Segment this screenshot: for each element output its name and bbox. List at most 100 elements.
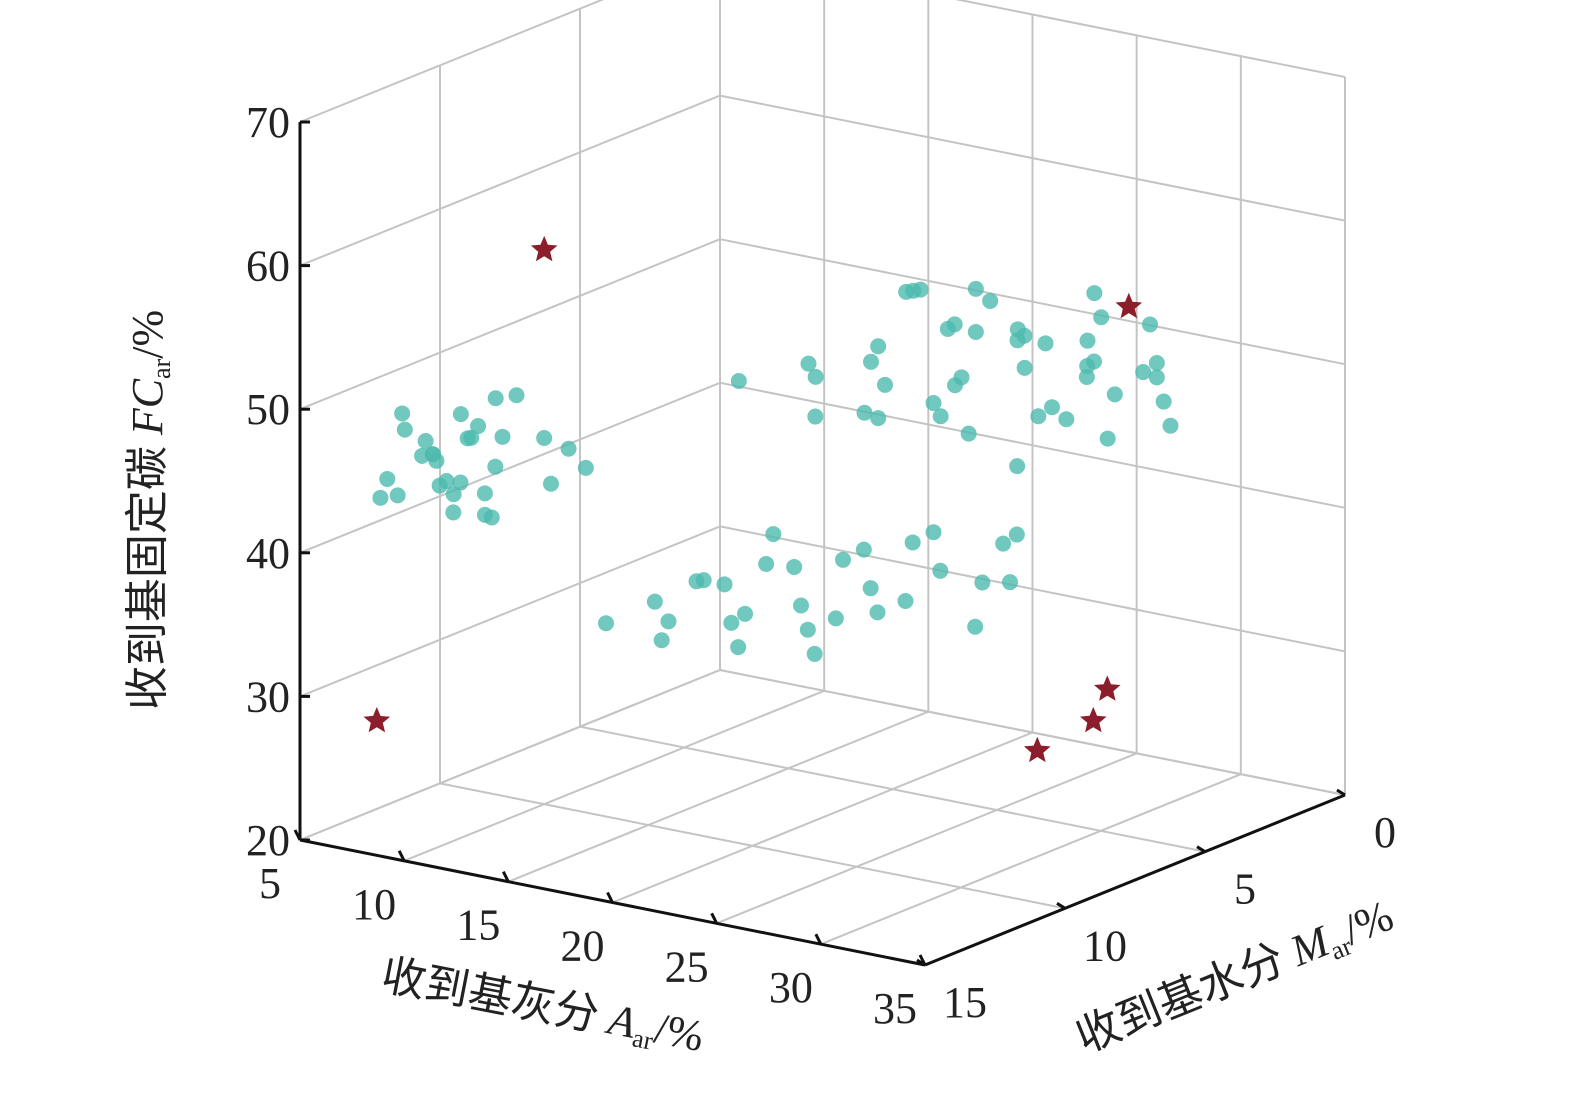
point <box>1142 316 1158 333</box>
point <box>445 504 462 521</box>
point <box>1162 417 1179 434</box>
grid-line <box>612 731 1033 904</box>
point <box>1078 368 1095 385</box>
x-axis-label: 收到基灰分 Aar/% <box>377 951 708 1065</box>
y-tick <box>1196 845 1206 853</box>
point <box>807 408 824 425</box>
grid-line <box>299 381 721 554</box>
point <box>452 474 469 491</box>
point <box>786 558 803 575</box>
grid-line <box>299 94 721 267</box>
point <box>1106 386 1123 403</box>
z-label-sub: ar <box>147 358 176 379</box>
point <box>695 572 712 589</box>
point <box>799 621 816 638</box>
star-point <box>1115 292 1143 319</box>
point <box>904 534 921 551</box>
point <box>536 429 553 446</box>
z-label-text: 收到基固定碳 <box>123 435 172 710</box>
point <box>1002 574 1018 591</box>
z-label-unit: /% <box>123 310 172 359</box>
z-tick-label: 60 <box>246 242 290 291</box>
x-tick-label: 35 <box>873 984 917 1033</box>
point <box>646 593 663 610</box>
point <box>974 574 991 591</box>
grid-line <box>403 689 825 862</box>
x-tick-label: 15 <box>456 901 500 950</box>
point <box>807 368 824 385</box>
star-point <box>1024 736 1051 763</box>
star-point <box>1094 675 1121 701</box>
point <box>653 632 670 649</box>
point <box>863 353 879 370</box>
point <box>862 580 879 597</box>
point <box>470 418 487 435</box>
z-label-var: FC <box>123 378 172 436</box>
point <box>835 551 851 568</box>
point <box>1099 430 1116 447</box>
x-tick-label: 20 <box>561 922 605 971</box>
point <box>800 355 817 372</box>
point <box>877 376 893 393</box>
star-point <box>363 707 391 733</box>
x-tick <box>397 850 406 862</box>
point <box>967 280 984 297</box>
point <box>487 390 504 407</box>
point <box>1037 335 1054 352</box>
point <box>855 541 872 558</box>
axes: 20 30 40 50 60 70 5 10 15 20 25 30 35 0 5 10 15 <box>246 98 1396 1033</box>
point <box>856 404 873 421</box>
point <box>730 639 747 656</box>
point <box>1030 408 1047 425</box>
point <box>1079 332 1096 349</box>
point <box>716 576 733 593</box>
point <box>1009 321 1026 338</box>
z-tick-label: 70 <box>246 98 290 147</box>
point <box>389 487 406 504</box>
x-tick <box>293 829 302 841</box>
point <box>960 425 977 442</box>
point <box>737 605 753 622</box>
point <box>758 555 775 572</box>
grid-line <box>299 525 721 698</box>
point <box>577 459 594 476</box>
point <box>925 524 942 541</box>
point <box>543 475 559 492</box>
point <box>967 323 984 340</box>
point <box>372 489 389 506</box>
point <box>508 387 525 404</box>
point <box>394 405 411 422</box>
point <box>932 562 949 579</box>
grid-line <box>716 752 1138 925</box>
grid-line <box>719 381 1346 509</box>
point <box>396 421 413 438</box>
point <box>806 645 823 662</box>
point <box>598 615 614 632</box>
point <box>723 614 740 631</box>
point <box>925 395 942 412</box>
point <box>1086 353 1102 370</box>
point <box>765 526 782 543</box>
grid-line <box>579 725 1206 853</box>
x-tick <box>814 933 823 945</box>
y-axis <box>924 793 1346 967</box>
grid-line <box>820 773 1242 946</box>
point <box>452 406 469 423</box>
point <box>438 473 455 490</box>
grid-line <box>719 94 1346 222</box>
point <box>1008 526 1025 543</box>
point <box>932 408 949 425</box>
grid-line <box>719 669 1346 796</box>
point <box>1044 399 1060 416</box>
grid-line <box>299 0 605 123</box>
point <box>660 613 677 630</box>
point <box>1148 355 1165 372</box>
y-tick-label: 0 <box>1374 808 1396 857</box>
point <box>869 604 886 621</box>
y-tick-label: 15 <box>943 978 987 1027</box>
grid-line <box>299 238 721 411</box>
point <box>967 618 984 635</box>
grid-line <box>439 782 1066 910</box>
point <box>982 292 999 309</box>
z-tick-label: 50 <box>246 385 290 434</box>
